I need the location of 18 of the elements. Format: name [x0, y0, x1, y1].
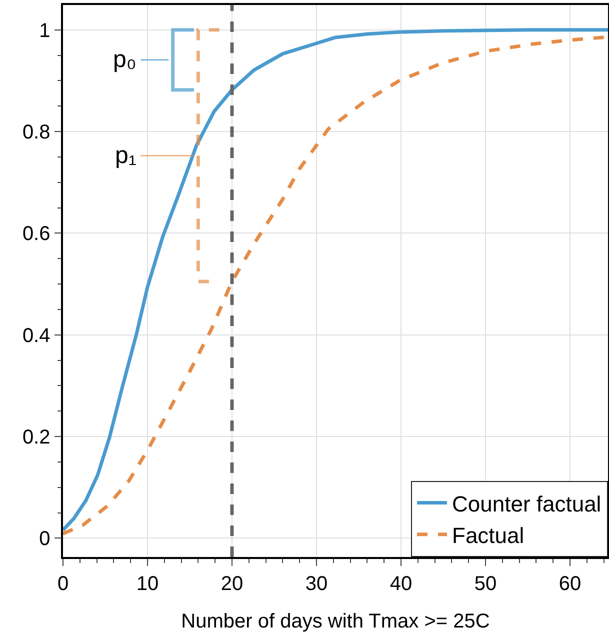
x-tick-label: 60 [558, 572, 582, 595]
x-tick-label: 50 [474, 572, 497, 595]
y-tick-label: 0.4 [22, 324, 50, 347]
annotation: p₁ [115, 142, 136, 169]
legend-label: Factual [452, 522, 524, 548]
x-tick-label: 0 [57, 572, 69, 595]
y-tick-label: 0.8 [22, 122, 50, 144]
x-tick-label: 20 [220, 572, 244, 595]
legend-label: Counter factual [452, 491, 602, 516]
x-tick-label: 10 [136, 572, 159, 595]
x-tick-label: 40 [390, 572, 412, 595]
y-tick-label: 0.6 [22, 223, 50, 246]
y-tick-label: 0.2 [22, 426, 50, 449]
x-axis-title: Number of days with Tmax >= 25C [181, 610, 490, 632]
y-tick-label: 0 [39, 528, 50, 550]
y-tick-label: 1 [39, 20, 50, 42]
x-tick-label: 30 [305, 572, 328, 595]
annotation: p₀ [113, 46, 136, 73]
